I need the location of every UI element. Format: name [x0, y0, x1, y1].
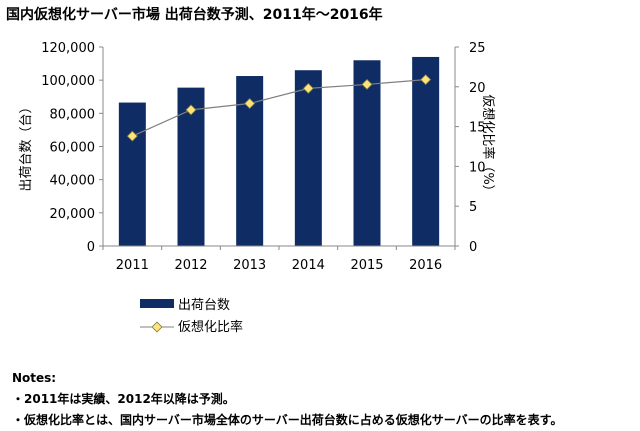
note-item: ・仮想化比率とは、国内サーバー市場全体のサーバー出荷台数に占める仮想化サーバーの… — [12, 413, 563, 427]
x-tick-label: 2016 — [409, 258, 442, 273]
ratio-marker-2014 — [302, 82, 314, 94]
y-tick-label: 20,000 — [50, 207, 96, 222]
y2-tick-label: 10 — [469, 160, 486, 175]
y2-tick-label: 5 — [469, 200, 477, 215]
legend-bar-label: 出荷台数 — [178, 298, 230, 313]
y2-tick-labels: 0 5 10 15 20 25 — [469, 41, 486, 255]
x-tick-label: 2011 — [116, 258, 149, 273]
bar-2011 — [118, 102, 146, 246]
y-tick-label: 80,000 — [50, 107, 96, 122]
x-tick-label: 2015 — [350, 258, 383, 273]
ratio-marker-2016 — [420, 74, 432, 86]
note-item: ・2011年は実績、2012年以降は予測。 — [12, 392, 235, 406]
y-tick-label: 100,000 — [41, 74, 95, 89]
bar-2015 — [353, 60, 381, 247]
x-tick-label: 2012 — [174, 258, 207, 273]
axes-group — [99, 46, 459, 250]
y-tick-labels: 0 20,000 40,000 60,000 80,000 100,000 120,000 — [41, 41, 95, 255]
y-tick-label: 40,000 — [50, 174, 96, 189]
bars-group — [118, 56, 440, 247]
x-tick-label: 2013 — [233, 258, 266, 273]
chart: 2011 2012 2013 2014 2015 2016 020,00040,00060… — [19, 41, 496, 335]
y-tick-label: 120,000 — [41, 41, 95, 56]
legend-line-label: 仮想化比率 — [178, 319, 243, 335]
y2-axis-label: 仮想化比率（%） — [480, 94, 496, 197]
y-axis-label: 出荷台数（台） — [19, 100, 34, 191]
y2-tick-label: 25 — [469, 41, 486, 56]
ratio-marker-2011 — [126, 130, 138, 142]
chart-title: 国内仮想化サーバー市場 出荷台数予測、2011年～2016年 — [6, 7, 383, 23]
ratio-marker-2013 — [244, 98, 256, 110]
legend: 出荷台数 仮想化比率 — [140, 298, 243, 335]
y2-tick-label: 15 — [469, 121, 486, 136]
y-tick-label: 60,000 — [50, 141, 96, 156]
legend-bar-swatch — [140, 299, 174, 308]
ratio-marker-2015 — [361, 78, 373, 90]
bar-2014 — [294, 70, 322, 246]
ratio-marker-2012 — [185, 104, 197, 116]
y2-tick-label: 0 — [469, 240, 477, 255]
x-tick-label: 2014 — [292, 258, 325, 273]
bar-2016 — [412, 56, 440, 247]
notes: Notes: ・2011年は実績、2012年以降は予測。 ・仮想化比率とは、国内… — [12, 368, 562, 431]
x-tick-labels: 2011 2012 2013 2014 2015 2016 — [116, 258, 442, 273]
notes-heading: Notes: — [12, 371, 57, 385]
line-group — [126, 74, 432, 142]
ratio-line — [132, 79, 426, 137]
y2-tick-label: 20 — [469, 81, 486, 96]
legend-line-marker — [151, 321, 163, 333]
y-tick-label: 0 — [87, 240, 95, 255]
